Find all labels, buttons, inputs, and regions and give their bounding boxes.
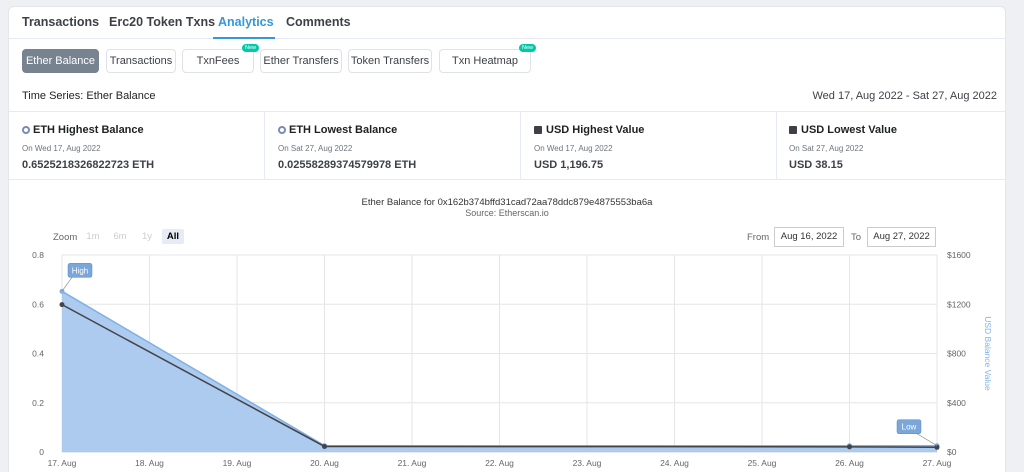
chart-subtitle: Source: Etherscan.io [465,208,549,218]
y2-tick-label: $1200 [947,299,971,309]
stat-value: 0.02558289374579978 ETH [278,159,417,171]
y2-tick-label: $1600 [947,250,971,260]
zoom-1y-button[interactable]: 1y [141,231,153,242]
usd-balance-point [847,444,852,450]
stat-date: On Wed 17, Aug 2022 [22,144,101,153]
stat-value: USD 1,196.75 [534,159,604,171]
x-tick-label: 24. Aug [660,458,689,468]
y-tick-label: 0.4 [32,349,44,359]
subtab-label: Txn Heatmap [451,55,519,67]
usd-balance-line [61,303,938,449]
zoom-label: Zoom [53,232,78,243]
subtab-label: Transactions [109,55,173,67]
divider [776,111,777,179]
flag-high-box [67,263,93,278]
divider [264,111,265,179]
stat-title: USD Highest Value [546,124,645,136]
zoom-6m-button[interactable]: 6m [113,231,127,242]
stat-eth-lowest-balance: ETH Lowest Balance On Sat 27, Aug 2022 0… [265,111,521,179]
tab-analytics[interactable]: Analytics [218,15,274,29]
subtab-ether-balance[interactable]: Ether Balance [22,49,99,73]
ether-balance-chart: 0 0.2 0.4 0.6 0.8 $0 $400 $800 $1200 $1600 USD Bal… [32,250,993,468]
eth-icon [22,126,30,134]
flag-low-box [896,419,922,434]
subtab-transactions[interactable]: Transactions [106,49,176,73]
stat-title: USD Lowest Value [801,124,897,136]
x-tick-label: 23. Aug [573,458,602,468]
subtab-token-transfers[interactable]: Token Transfers [348,49,432,73]
to-label: To [851,232,862,243]
stat-usd-highest-value: USD Highest Value On Wed 17, Aug 2022 US… [521,111,777,179]
flag-low-label: Low [902,423,917,432]
tab-bar: Transactions Erc20 Token Txns Analytics … [9,7,1005,39]
stat-eth-highest-balance: ETH Highest Balance On Wed 17, Aug 2022 … [9,111,265,179]
active-tab-indicator [213,37,275,39]
stat-date: On Wed 17, Aug 2022 [534,144,613,153]
y2-tick-label: $0 [947,447,957,457]
chart-title: Ether Balance for 0x162b374bffd31cad72aa… [361,197,653,208]
y-tick-label: 0 [39,447,44,457]
subtab-label: Ether Balance [25,55,96,67]
y-tick-label: 0.8 [32,250,44,260]
divider [9,179,1005,180]
y2-tick-label: $800 [947,349,966,359]
analytics-card: Transactions Erc20 Token Txns Analytics … [8,6,1006,472]
ether-balance-line [61,290,937,447]
usd-icon [789,126,797,134]
subtab-ether-transfers[interactable]: Ether Transfers [260,49,342,73]
tab-erc20-token-txns[interactable]: Erc20 Token Txns [109,15,216,29]
x-tick-label: 18. Aug [135,458,164,468]
usd-balance-point [59,302,65,308]
flag-connector [61,277,73,292]
stat-value: 0.6525218326822723 ETH [22,159,155,171]
y-tick-label: 0.2 [32,398,44,408]
ether-balance-area [62,291,937,452]
y2-tick-label: $400 [947,398,966,408]
new-badge: New [518,44,536,52]
x-tick-label: 17. Aug [48,458,77,468]
flag-high-label: High [72,266,88,275]
x-tick-label: 22. Aug [485,458,514,468]
tab-transactions[interactable]: Transactions [22,15,100,29]
stat-date: On Sat 27, Aug 2022 [789,144,864,153]
stat-title: ETH Highest Balance [33,124,144,136]
x-tick-label: 20. Aug [310,458,339,468]
from-label: From [747,232,770,243]
y-tick-label: 0.6 [32,299,44,309]
stat-title: ETH Lowest Balance [289,124,398,136]
x-tick-label: 25. Aug [748,458,777,468]
x-tick-label: 19. Aug [223,458,252,468]
timeseries-title: Time Series: Ether Balance [22,90,156,102]
stat-usd-lowest-value: USD Lowest Value On Sat 27, Aug 2022 USD… [777,111,1005,179]
stat-value: USD 38.15 [789,159,843,171]
subtab-label: Ether Transfers [263,55,339,67]
usd-balance-point [934,444,940,450]
flag-connector [916,433,938,447]
tab-comments[interactable]: Comments [286,15,351,29]
x-tick-label: 21. Aug [398,458,427,468]
zoom-1m-button[interactable]: 1m [86,231,100,242]
new-badge: New [241,44,259,52]
x-tick-label: 27. Aug [923,458,952,468]
stat-date: On Sat 27, Aug 2022 [278,144,353,153]
x-tick-label: 26. Aug [835,458,864,468]
timeseries-date-range: Wed 17, Aug 2022 - Sat 27, Aug 2022 [812,90,998,102]
to-date-input[interactable]: Aug 27, 2022 [867,227,936,247]
divider [9,111,1005,112]
zoom-all-button[interactable]: All [162,229,184,244]
subtab-txn-heatmap[interactable]: Txn Heatmap New [439,44,536,73]
subtab-label: TxnFees [196,55,240,67]
subtab-txnfees[interactable]: TxnFees New [182,44,259,73]
subtab-label: Token Transfers [350,55,430,67]
divider [520,111,521,179]
usd-balance-point [322,443,327,449]
y2-axis-label: USD Balance Value [983,316,993,391]
eth-icon [278,126,286,134]
from-date-input[interactable]: Aug 16, 2022 [774,227,844,247]
usd-icon [534,126,542,134]
